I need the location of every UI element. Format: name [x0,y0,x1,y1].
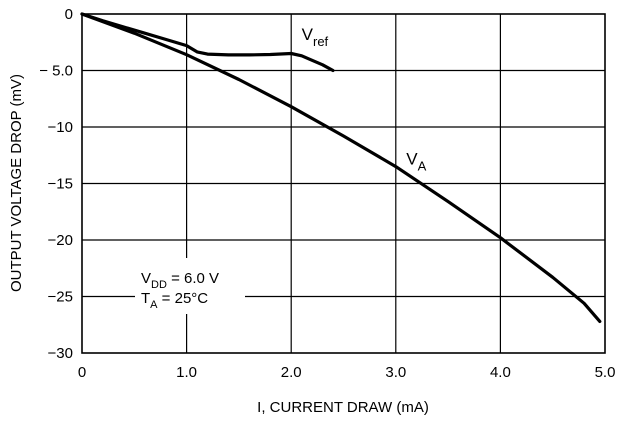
series-label-subscript: A [418,158,427,173]
y-tick-label: −30 [48,345,73,362]
condition-ta: TA = 25°C [141,290,208,311]
y-axis-title: OUTPUT VOLTAGE DROP (mV) [8,74,25,292]
y-tick-label: − 5.0 [39,63,73,80]
plot-frame [81,13,606,354]
x-tick-label: 2.0 [281,364,302,381]
series-label-subscript: ref [313,34,329,49]
series-line-va [80,12,602,323]
y-tick-label: −10 [48,119,73,136]
condition-ta-value: = 25°C [158,290,209,307]
series-line-vref [80,12,335,73]
condition-vdd: VDD = 6.0 V [141,270,219,291]
x-tick-label: 3.0 [385,364,406,381]
tick-labels: 0 1.0 2.0 3.0 4.0 5.0 0 − 5.0 −10 −15 −20 −25 −30 [39,6,615,381]
y-tick-label: 0 [65,6,73,23]
curves [80,12,602,323]
series-label-vref: Vref [302,25,329,49]
series-label-symbol: V [406,149,418,168]
grid [82,14,605,353]
x-tick-label: 4.0 [490,364,511,381]
condition-vdd-subscript: DD [151,279,167,291]
conditions-backdrop [135,258,245,314]
y-tick-label: −20 [48,232,73,249]
x-axis-title: I, CURRENT DRAW (mA) [257,399,429,416]
y-tick-label: −25 [48,289,73,306]
y-tick-label: −15 [48,176,73,193]
series-label-va: VA [406,149,426,173]
series-label-symbol: V [302,25,314,44]
condition-vdd-value: = 6.0 V [167,270,219,287]
x-tick-label: 0 [78,364,86,381]
x-tick-label: 5.0 [595,364,616,381]
condition-ta-symbol: T [141,290,150,307]
condition-ta-subscript: A [150,299,158,311]
x-tick-label: 1.0 [176,364,197,381]
condition-vdd-symbol: V [141,270,151,287]
